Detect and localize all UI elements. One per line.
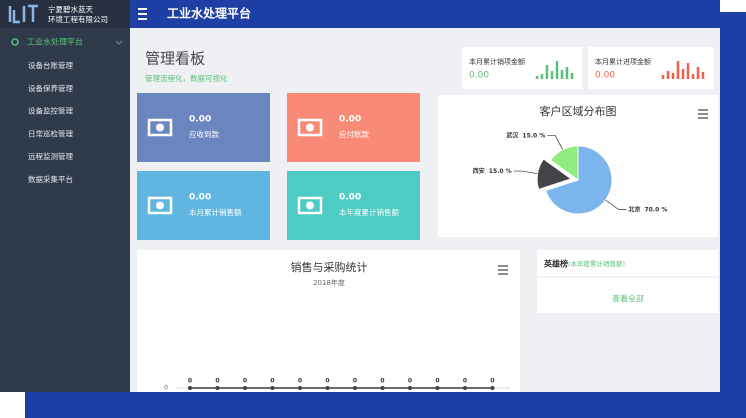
data-label: 0	[353, 378, 357, 385]
pie-title: 客户区域分布图	[540, 104, 617, 118]
menu-group[interactable]: 工业水处理平台	[27, 37, 83, 47]
line-panel	[137, 250, 520, 392]
pie-label: 西安 15.0 %	[473, 167, 512, 175]
menu-item[interactable]: 设备台账管理	[28, 60, 73, 70]
leader-line	[513, 170, 538, 174]
tile-label: 应付账款	[339, 129, 369, 139]
sparkline	[661, 61, 705, 79]
point	[408, 386, 412, 390]
point	[435, 386, 440, 390]
point	[380, 386, 385, 390]
data-label: 0	[243, 378, 247, 385]
tile-icon	[156, 123, 164, 132]
header-title: 工业水处理平台	[167, 6, 251, 21]
menu-icon	[11, 38, 19, 46]
company: 宁夏碧水蓝天	[48, 4, 93, 14]
point	[490, 386, 495, 390]
pie-slice	[549, 145, 579, 181]
point	[188, 386, 192, 390]
view-all[interactable]: 查看全部	[612, 294, 644, 304]
line-subtitle: 2018年度	[313, 278, 345, 287]
pie-category: 北京	[628, 205, 640, 213]
pie-label: 武汉 15.0 %	[506, 131, 545, 139]
tile-value: 0.00	[189, 193, 211, 203]
pie-value-label: 15.0 %	[489, 168, 512, 175]
pie-slice	[545, 145, 613, 215]
point	[325, 386, 330, 390]
stat-card	[462, 47, 582, 89]
dashboard-subtitle: 管理流程化，数据可视化	[145, 73, 228, 83]
menu-item[interactable]: 数据采集平台	[28, 174, 73, 184]
tile-icon	[156, 201, 164, 210]
y-tick-label: 0	[164, 385, 168, 392]
data-label: 0	[188, 378, 192, 385]
sidebar	[0, 0, 130, 392]
point	[463, 386, 467, 390]
pie-category: 武汉	[506, 131, 519, 139]
tile-label: 应收到款	[189, 129, 219, 139]
line-title: 销售与采购统计	[291, 260, 368, 274]
point	[353, 386, 357, 390]
point	[215, 386, 220, 390]
tile-icon	[297, 196, 323, 215]
chart-menu[interactable]	[498, 265, 508, 275]
data-label: 0	[380, 378, 384, 385]
ranking-panel	[537, 250, 718, 313]
pie-label: 北京 70.0 %	[628, 205, 667, 213]
leader-line	[605, 199, 627, 210]
point	[270, 386, 275, 390]
logo	[8, 4, 38, 24]
tile-label: 本年度累计销售额	[339, 207, 399, 217]
pie-value-label: 15.0 %	[522, 132, 545, 139]
menu-toggle[interactable]	[138, 8, 147, 20]
menu-item[interactable]: 设备监控管理	[28, 106, 73, 116]
pie-slice	[536, 158, 573, 191]
tile-value: 0.00	[189, 115, 211, 125]
company: 环境工程有限公司	[48, 14, 108, 24]
leader-line	[547, 135, 563, 150]
sparkline	[535, 61, 574, 79]
data-label: 0	[215, 378, 219, 385]
menu-item[interactable]: 设备保养管理	[28, 83, 73, 93]
data-label: 0	[463, 378, 467, 385]
dashboard-title: 管理看板	[145, 50, 205, 68]
tile-label: 本月累计销售额	[189, 207, 242, 217]
data-label: 0	[490, 378, 494, 385]
header	[130, 0, 720, 28]
data-label: 0	[325, 378, 329, 385]
tile-value: 0.00	[339, 115, 361, 125]
data-label: 0	[435, 378, 439, 385]
data-label: 0	[408, 378, 412, 385]
logo-bar	[0, 0, 130, 28]
stat-value: 0.00	[595, 71, 615, 81]
chart-menu[interactable]	[698, 109, 708, 119]
stat-card	[588, 47, 714, 89]
ranking-title: 英雄榜	[543, 259, 568, 269]
data-label: 0	[298, 378, 302, 385]
point	[243, 386, 247, 390]
menu-item[interactable]: 远程监测管理	[28, 151, 73, 161]
ranking-subtitle: (本年度累计销售额)	[568, 259, 625, 268]
menu-item[interactable]: 日常巡检管理	[28, 128, 73, 138]
tile-icon	[306, 201, 314, 210]
stat-label: 本月累计进项金额	[595, 57, 651, 66]
pie-category: 西安	[473, 167, 485, 175]
tile-icon	[147, 196, 173, 215]
pie-value-label: 70.0 %	[644, 206, 667, 213]
stat-value: 0.00	[469, 71, 489, 81]
chevron	[115, 40, 123, 45]
tile-icon	[147, 118, 173, 137]
tile-value: 0.00	[339, 193, 361, 203]
data-label: 0	[270, 378, 274, 385]
tile-icon	[297, 118, 323, 137]
tile-icon	[306, 123, 314, 132]
stat-label: 本月累计销项金额	[469, 57, 525, 66]
point	[298, 386, 302, 390]
